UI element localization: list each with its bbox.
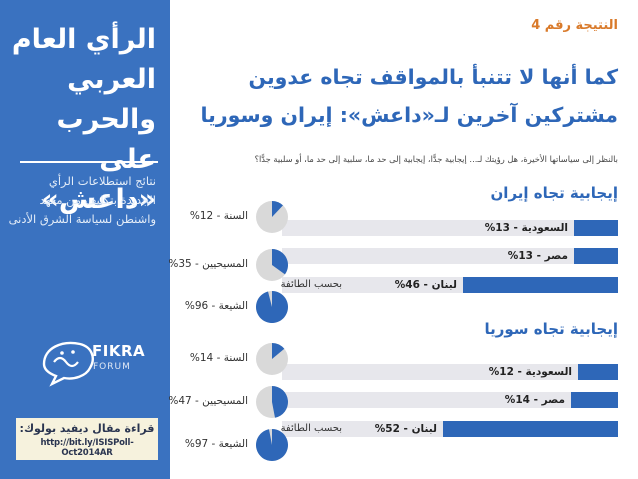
sidebar-description-line: واشنطن لسياسة الشرق الأدنى (8, 212, 156, 226)
pie-slice-value (256, 429, 288, 461)
read-article-label: قراءة مقال ديفيد بولوك: (19, 422, 155, 435)
pie-chart (256, 343, 288, 375)
pie-value-label: السنة - 14% (189, 352, 248, 364)
pie-value-label: السنة - 12% (189, 210, 248, 222)
sidebar-title-line: الرأي العام (11, 24, 156, 55)
pie-slice-value (272, 386, 288, 418)
bar-track: لبنان - 46% بحسب الطائفة (280, 277, 618, 293)
bar-value-label: السعودية - 12% (488, 366, 572, 378)
chart-title: إيجابية تجاه سوريا (484, 320, 619, 338)
bar (578, 364, 618, 380)
pie-slice-value (272, 249, 288, 275)
pie-chart (256, 386, 288, 418)
pie-slice-value (256, 291, 288, 323)
bar-value-label: لبنان - 52% (374, 423, 437, 435)
pie-chart (256, 291, 288, 323)
bar-track: لبنان - 52% بحسب الطائفة (280, 421, 618, 437)
sidebar-description-line: الجديدة بتكليف من معهد (39, 193, 156, 207)
sidebar-title-line: على «داعش» (41, 144, 156, 215)
bar (571, 392, 618, 408)
pie-slice-value (272, 343, 285, 359)
result-number: النتيجة رقم 4 (531, 18, 618, 33)
pie-chart (256, 249, 288, 281)
bar-track: السعودية - 13% (282, 220, 618, 236)
bar-value-label: مصر - 14% (504, 394, 565, 406)
sidebar: الرأي العام العربي والحرب على «داعش» نتا… (0, 0, 170, 479)
bar-value-label: لبنان - 46% (394, 279, 457, 291)
fikra-logo-icon (42, 341, 94, 387)
sidebar-divider (20, 161, 158, 163)
pie-chart (256, 201, 288, 233)
bar-value-label: السعودية - 13% (484, 222, 568, 234)
bar (463, 277, 618, 293)
bar (574, 248, 618, 264)
chart-title: إيجابية تجاه إيران (490, 184, 619, 202)
bar-track: مصر - 14% (282, 392, 618, 408)
pie-slice-value (272, 201, 283, 217)
pie-value-label: الشيعة - 96% (184, 300, 248, 312)
survey-question: بالنظر إلى سياساتها الأخيرة، هل رؤيتك لـ… (254, 154, 618, 164)
bar-track: السعودية - 12% (282, 364, 618, 380)
headline: كما أنها لا تتنبأ بالمواقف تجاه عدوين مش… (198, 58, 618, 134)
breakdown-note: بحسب الطائفة (280, 279, 342, 290)
bar (443, 421, 618, 437)
bar (574, 220, 618, 236)
sidebar-description-line: نتائج استطلاعات الرأي (48, 174, 156, 188)
bar-value-label: مصر - 13% (507, 250, 568, 262)
headline-line: مشتركين آخرين لـ«داعش»: إيران وسوريا (200, 103, 618, 127)
breakdown-note: بحسب الطائفة (280, 423, 342, 434)
pie-value-label: الشيعة - 97% (184, 438, 248, 450)
pie-chart (256, 429, 288, 461)
bar-track: مصر - 13% (282, 248, 618, 264)
logo-wordmark: FIKRA (92, 342, 146, 360)
read-article-box[interactable]: قراءة مقال ديفيد بولوك: http://bit.ly/IS… (16, 418, 158, 460)
sidebar-title-line: العربي والحرب (56, 64, 156, 135)
pie-value-label: المسيحيين - 47% (168, 395, 248, 407)
read-article-link[interactable]: http://bit.ly/ISISPoll-Oct2014AR (40, 438, 134, 458)
logo-subtitle: FORUM (93, 362, 131, 372)
sidebar-title: الرأي العام العربي والحرب على «داعش» (6, 20, 156, 220)
headline-line: كما أنها لا تتنبأ بالمواقف تجاه عدوين (248, 65, 618, 89)
sidebar-description: نتائج استطلاعات الرأي الجديدة بتكليف من … (6, 172, 156, 229)
pie-value-label: المسيحيين - 35% (168, 258, 248, 270)
